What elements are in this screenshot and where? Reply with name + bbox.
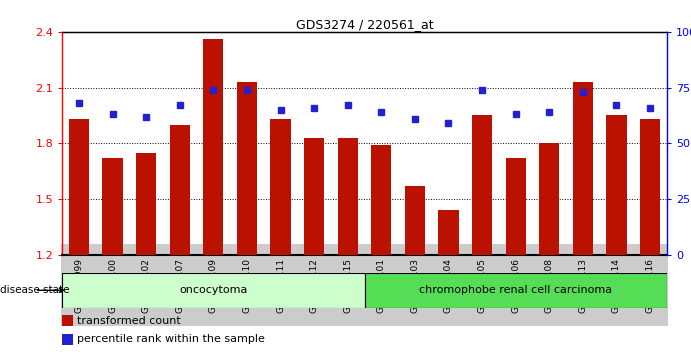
- Bar: [270, 119, 291, 255]
- Bar: [606, 115, 627, 255]
- Text: transformed count: transformed count: [77, 316, 181, 326]
- Text: chromophobe renal cell carcinoma: chromophobe renal cell carcinoma: [419, 285, 612, 295]
- Bar: [170, 125, 190, 255]
- Bar: [136, 153, 156, 255]
- Bar: [62, 273, 365, 308]
- Bar: [62, 334, 73, 345]
- Bar: [539, 143, 559, 255]
- Title: GDS3274 / 220561_at: GDS3274 / 220561_at: [296, 18, 433, 31]
- Bar: [371, 145, 391, 255]
- Bar: [203, 39, 223, 255]
- Text: percentile rank within the sample: percentile rank within the sample: [77, 334, 265, 344]
- Bar: [304, 138, 324, 255]
- Bar: [338, 138, 358, 255]
- Bar: [472, 115, 492, 255]
- Bar: [69, 119, 89, 255]
- Bar: [405, 186, 425, 255]
- Text: oncocytoma: oncocytoma: [179, 285, 247, 295]
- Text: disease state: disease state: [0, 285, 70, 295]
- Bar: [640, 119, 660, 255]
- Bar: [506, 158, 526, 255]
- Bar: [573, 82, 593, 255]
- Bar: [438, 210, 459, 255]
- Bar: [62, 315, 73, 326]
- Bar: [365, 273, 667, 308]
- Bar: [102, 158, 123, 255]
- Bar: [237, 82, 257, 255]
